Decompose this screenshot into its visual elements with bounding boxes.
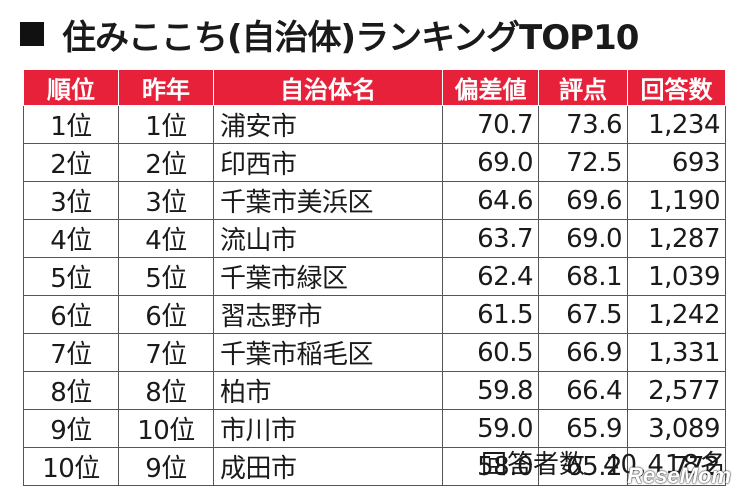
- responses-cell: 772: [627, 447, 726, 486]
- deviation-cell: 60.5: [442, 333, 539, 372]
- last-year-cell: 8位: [118, 371, 214, 410]
- deviation-cell: 63.7: [442, 219, 539, 258]
- last-year-cell: 4位: [118, 219, 214, 258]
- header-municipality: 自治体名: [213, 69, 443, 106]
- last-year-cell: 6位: [118, 295, 214, 334]
- deviation-cell: 64.6: [442, 181, 539, 220]
- table-row: 8位 8位 柏市 59.8 66.4 2,577: [23, 371, 726, 410]
- square-bullet-icon: [20, 22, 44, 46]
- table-row: 1位 1位 浦安市 70.7 73.6 1,234: [23, 105, 726, 144]
- score-cell: 69.0: [538, 219, 628, 258]
- rank-cell: 10位: [23, 447, 119, 486]
- rank-cell: 4位: [23, 219, 119, 258]
- rank-cell: 7位: [23, 333, 119, 372]
- responses-cell: 1,287: [627, 219, 726, 258]
- municipality-cell: 成田市: [213, 447, 443, 486]
- score-cell: 66.4: [538, 371, 628, 410]
- municipality-cell: 市川市: [213, 409, 443, 448]
- deviation-cell: 59.8: [442, 371, 539, 410]
- last-year-cell: 5位: [118, 257, 214, 296]
- table-row: 9位 10位 市川市 59.0 65.9 3,089: [23, 409, 726, 448]
- responses-cell: 1,234: [627, 105, 726, 144]
- deviation-cell: 62.4: [442, 257, 539, 296]
- rank-cell: 9位: [23, 409, 119, 448]
- last-year-cell: 9位: [118, 447, 214, 486]
- score-cell: 65.9: [538, 409, 628, 448]
- respondent-total: 回答者数 40,418名: [481, 444, 727, 481]
- deviation-cell: 58.0: [442, 447, 539, 486]
- deviation-cell: 59.0: [442, 409, 539, 448]
- deviation-cell: 61.5: [442, 295, 539, 334]
- municipality-cell: 千葉市美浜区: [213, 181, 443, 220]
- municipality-cell: 柏市: [213, 371, 443, 410]
- responses-cell: 1,190: [627, 181, 726, 220]
- table-row: 3位 3位 千葉市美浜区 64.6 69.6 1,190: [23, 181, 726, 220]
- municipality-cell: 印西市: [213, 143, 443, 182]
- header-deviation: 偏差値: [442, 69, 539, 106]
- score-cell: 68.1: [538, 257, 628, 296]
- page-title-text: 住みここち(自治体)ランキングTOP10: [62, 17, 639, 58]
- last-year-cell: 2位: [118, 143, 214, 182]
- municipality-cell: 習志野市: [213, 295, 443, 334]
- header-rank: 順位: [23, 69, 119, 106]
- score-cell: 72.5: [538, 143, 628, 182]
- table-row: 10位 9位 成田市 58.0 65.2 772: [23, 447, 726, 486]
- rank-cell: 2位: [23, 143, 119, 182]
- responses-cell: 1,331: [627, 333, 726, 372]
- rank-cell: 5位: [23, 257, 119, 296]
- rank-cell: 3位: [23, 181, 119, 220]
- table-row: 4位 4位 流山市 63.7 69.0 1,287: [23, 219, 726, 258]
- last-year-cell: 10位: [118, 409, 214, 448]
- municipality-cell: 浦安市: [213, 105, 443, 144]
- table-row: 6位 6位 習志野市 61.5 67.5 1,242: [23, 295, 726, 334]
- responses-cell: 2,577: [627, 371, 726, 410]
- respondent-total-label: 回答者数: [481, 450, 586, 480]
- header-responses: 回答数: [627, 69, 726, 106]
- last-year-cell: 1位: [118, 105, 214, 144]
- responses-cell: 1,242: [627, 295, 726, 334]
- rank-cell: 6位: [23, 295, 119, 334]
- responses-cell: 693: [627, 143, 726, 182]
- resemom-watermark: ReseMom: [627, 463, 731, 488]
- table-row: 2位 2位 印西市 69.0 72.5 693: [23, 143, 726, 182]
- municipality-cell: 千葉市稲毛区: [213, 333, 443, 372]
- score-cell: 65.2: [538, 447, 628, 486]
- last-year-cell: 7位: [118, 333, 214, 372]
- score-cell: 73.6: [538, 105, 628, 144]
- deviation-cell: 70.7: [442, 105, 539, 144]
- score-cell: 69.6: [538, 181, 628, 220]
- responses-cell: 1,039: [627, 257, 726, 296]
- page-title: 住みここち(自治体)ランキングTOP10: [12, 12, 639, 58]
- deviation-cell: 69.0: [442, 143, 539, 182]
- table-row: 5位 5位 千葉市緑区 62.4 68.1 1,039: [23, 257, 726, 296]
- table-header-row: 順位 昨年 自治体名 偏差値 評点 回答数: [23, 69, 726, 106]
- rank-cell: 8位: [23, 371, 119, 410]
- score-cell: 67.5: [538, 295, 628, 334]
- header-last-year: 昨年: [118, 69, 214, 106]
- header-score: 評点: [538, 69, 628, 106]
- municipality-cell: 流山市: [213, 219, 443, 258]
- municipality-cell: 千葉市緑区: [213, 257, 443, 296]
- responses-cell: 3,089: [627, 409, 726, 448]
- respondent-total-count: 40,418名: [603, 450, 727, 480]
- ranking-table: 順位 昨年 自治体名 偏差値 評点 回答数 1位 1位 浦安市 70.7 73.…: [23, 69, 726, 486]
- rank-cell: 1位: [23, 105, 119, 144]
- score-cell: 66.9: [538, 333, 628, 372]
- table-row: 7位 7位 千葉市稲毛区 60.5 66.9 1,331: [23, 333, 726, 372]
- last-year-cell: 3位: [118, 181, 214, 220]
